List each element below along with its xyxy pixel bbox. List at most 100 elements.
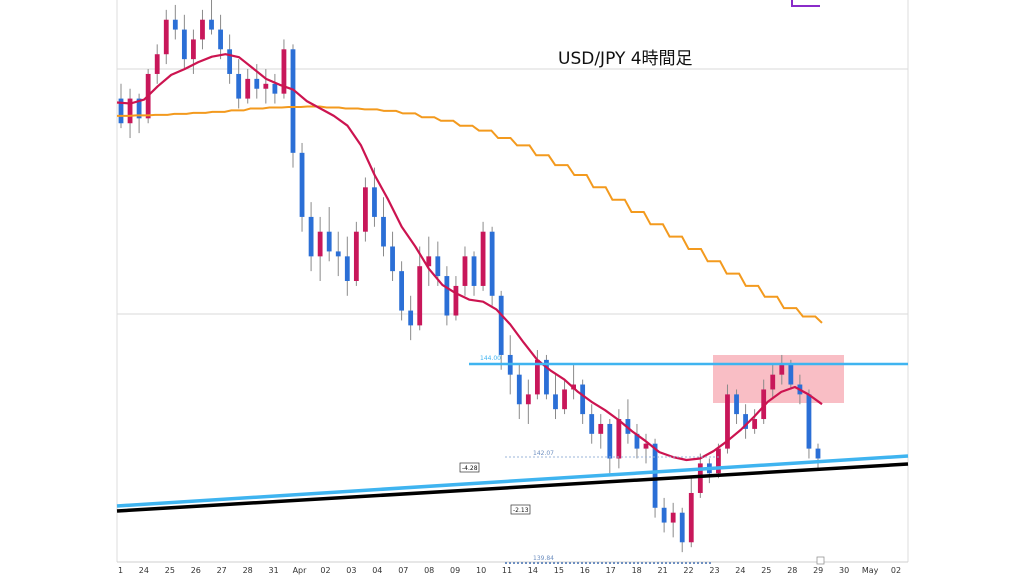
candle-body [670, 512, 676, 523]
x-tick-label: 21 [658, 566, 668, 575]
x-tick-label: 08 [424, 566, 434, 575]
candle-body [752, 419, 758, 429]
x-tick-label: 15 [554, 566, 564, 575]
level-139-label: 139.84 [533, 555, 554, 562]
candle-body [580, 384, 586, 415]
candle-body [516, 374, 522, 405]
candle-body [761, 389, 767, 420]
x-tick-label: 11 [502, 566, 512, 575]
x-tick-label: May [862, 566, 879, 575]
x-tick-label: 27 [217, 566, 227, 575]
resistance-zone [713, 355, 844, 403]
candle-body [426, 256, 432, 267]
trendline-blue [116, 454, 909, 508]
candle-body [363, 187, 368, 232]
x-tick-label: 22 [683, 566, 693, 575]
candle-body [534, 359, 540, 395]
x-tick-label: 26 [191, 566, 201, 575]
x-tick-label: 09 [450, 566, 460, 575]
candle-body [209, 19, 214, 30]
candle-body [788, 364, 794, 385]
candle-body [290, 49, 296, 153]
candle-body [399, 271, 405, 311]
x-tick-label: 14 [528, 566, 538, 575]
candle-body [679, 512, 685, 543]
candle-body [263, 83, 269, 89]
candle-body [498, 295, 504, 355]
candle-body [236, 73, 242, 99]
candle-body [661, 507, 667, 523]
candle-body [806, 394, 812, 449]
x-tick-label: 31 [269, 566, 279, 575]
candle-body [181, 29, 187, 60]
candle-body [725, 394, 730, 449]
x-tick-label: 02 [320, 566, 330, 575]
candle-body [716, 448, 721, 474]
candle-body [616, 419, 622, 459]
candle-body [471, 256, 477, 286]
x-tick-label: Apr [293, 566, 308, 575]
x-tick-label: 23 [709, 566, 719, 575]
corner-accent-mark [791, 0, 820, 7]
candle-body [308, 216, 314, 257]
candle-body [607, 423, 613, 459]
candle-body [598, 423, 604, 434]
candle-body [462, 256, 468, 286]
last-bar-marker [816, 556, 825, 565]
candle-body [245, 78, 251, 99]
chart-title: USD/JPY 4時間足 [558, 49, 693, 69]
x-tick-label: 25 [165, 566, 175, 575]
candle-body [118, 98, 124, 124]
candle-body [344, 256, 350, 281]
candle-body [372, 187, 377, 217]
level-142-label: 142.07 [533, 450, 554, 457]
candle-body [688, 492, 694, 543]
candle-body [326, 231, 332, 252]
x-tick-label: 24 [139, 566, 149, 575]
candle-body [200, 19, 205, 40]
candle-body [136, 98, 142, 119]
x-tick-label: 25 [761, 566, 771, 575]
trendline-black [116, 462, 909, 513]
x-tick-label: 30 [839, 566, 849, 575]
candle-body [335, 251, 341, 257]
candle-body [553, 394, 558, 410]
candle-body [634, 433, 640, 449]
x-tick-label: 07 [398, 566, 408, 575]
annotation-label-2: -2.13 [513, 507, 529, 514]
ma-short-line [116, 53, 823, 462]
candle-body [218, 29, 223, 50]
ma-long-line [117, 105, 823, 324]
candle-body [299, 152, 305, 217]
candle-body [489, 231, 495, 296]
candle-body [562, 389, 567, 410]
candle-body [191, 39, 196, 60]
candle-body [779, 364, 785, 375]
candle-body [281, 49, 287, 94]
x-axis-ticks: 1 24 25 26 27 28 31 Apr 02 03 04 07 08 09 10 11 14 15 16 17… [118, 566, 901, 575]
candle-body [127, 98, 133, 124]
candle-body [480, 231, 486, 286]
candle-body [444, 276, 450, 316]
candle-body [172, 19, 178, 30]
candle-body [525, 394, 531, 405]
candle-body [254, 78, 260, 89]
candle-body [381, 216, 386, 247]
candle-body [417, 266, 423, 326]
candle-body [163, 19, 169, 55]
resistance-label: 144.00 [480, 355, 501, 362]
candle-body [815, 448, 821, 459]
x-tick-label: 28 [243, 566, 253, 575]
x-tick-label: 16 [580, 566, 590, 575]
candle-body [643, 443, 649, 449]
candle-body [743, 414, 748, 429]
candle-body [589, 414, 595, 434]
candle-body [652, 443, 658, 508]
candle-body [390, 246, 395, 272]
indicator-lines [116, 53, 823, 462]
x-tick-label: 1 [118, 566, 123, 575]
candle-body [435, 256, 441, 277]
candle-body [227, 49, 233, 74]
x-tick-label: 24 [735, 566, 745, 575]
